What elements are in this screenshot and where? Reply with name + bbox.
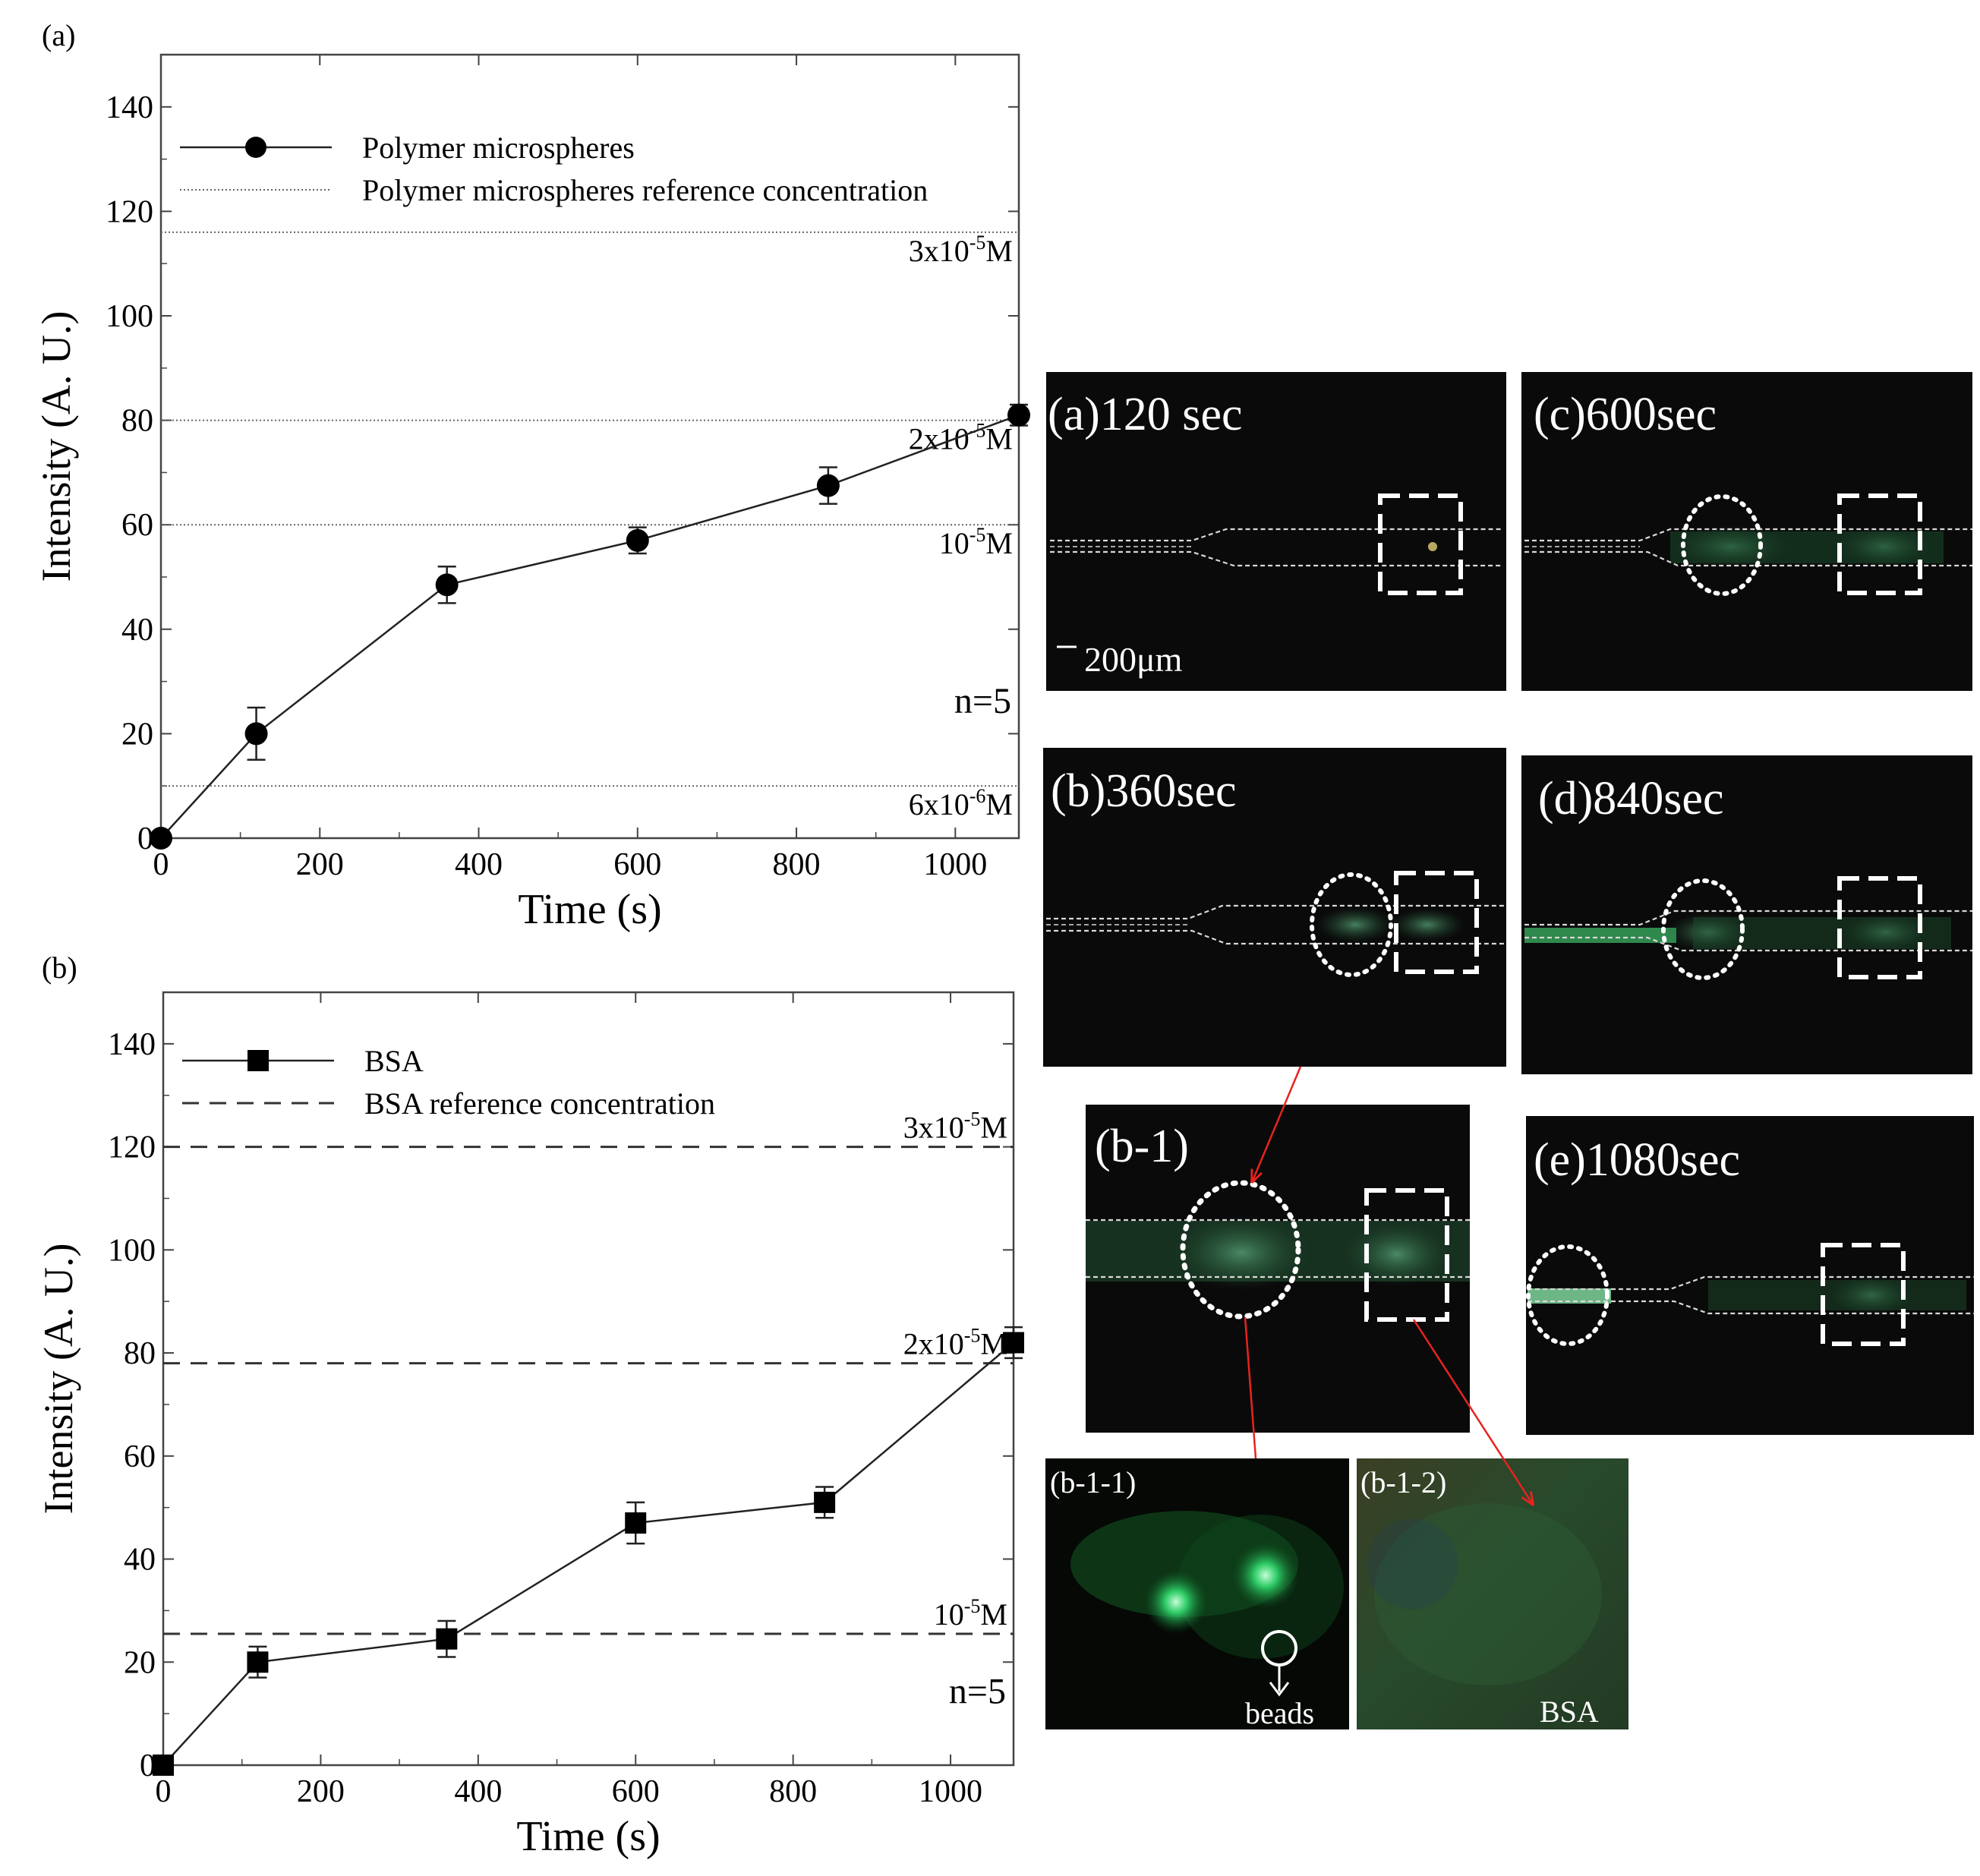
y-tick-label: 80	[124, 1336, 156, 1371]
data-point	[816, 474, 840, 497]
data-point	[247, 1651, 269, 1673]
connector-arrows	[1244, 1066, 1532, 1503]
micrograph-b1-label: (b-1)	[1095, 1121, 1189, 1172]
y-tick-label: 100	[106, 299, 153, 334]
series-line	[160, 414, 1020, 839]
x-tick-label: 0	[153, 847, 169, 882]
x-tick-label: 1000	[919, 1774, 982, 1809]
data-point	[626, 528, 649, 552]
y-tick-label: 140	[106, 90, 153, 125]
x-tick-label: 1000	[923, 847, 987, 882]
y-tick-label: 0	[137, 821, 153, 856]
micrograph-b12-label: (b-1-2)	[1360, 1465, 1446, 1499]
x-tick-label: 400	[455, 847, 503, 882]
sample-size-annotation: n=5	[949, 1672, 1006, 1712]
micrograph-b11: (b-1-1) beads	[1045, 1458, 1349, 1730]
reference-line-label: 3x10-5M	[903, 1108, 1007, 1145]
plot-area	[162, 991, 1015, 1767]
x-tick-label: 800	[769, 1774, 817, 1809]
y-tick-label: 60	[121, 508, 153, 543]
reference-line-label: 2x10-5M	[903, 1325, 1007, 1361]
reference-line-label: 6x10-6M	[909, 785, 1013, 821]
legend-reference-label: BSA reference concentration	[364, 1086, 715, 1121]
series-line	[162, 1342, 1014, 1766]
data-point	[153, 1755, 174, 1776]
x-axis-label: Time (s)	[518, 886, 661, 933]
y-tick-label: 140	[108, 1027, 156, 1062]
data-point	[814, 1491, 836, 1513]
x-axis-label: Time (s)	[516, 1813, 660, 1860]
y-tick-label: 40	[124, 1543, 156, 1578]
reference-line-label: 3x10-5M	[909, 232, 1013, 268]
micrograph-e-label: (e)1080sec	[1534, 1134, 1740, 1186]
data-point	[1007, 403, 1030, 427]
reference-line-label: 10-5M	[939, 524, 1013, 560]
y-tick-label: 20	[124, 1645, 156, 1680]
legend-series-marker	[245, 137, 266, 158]
x-tick-label: 400	[454, 1774, 502, 1809]
data-point	[244, 722, 268, 746]
micrograph-e: (e)1080sec	[1526, 1116, 1974, 1435]
chart-a-panel-label: (a)	[42, 18, 75, 52]
micrograph-a: (a)120 sec 200μm	[1046, 372, 1506, 691]
y-tick-label: 60	[124, 1439, 156, 1474]
y-tick-label: 100	[108, 1233, 156, 1268]
sample-size-annotation: n=5	[954, 681, 1011, 721]
reference-line-label: 2x10-5M	[909, 420, 1013, 456]
arrow-b1-to-b11	[1244, 1316, 1257, 1459]
micrograph-b11-label: (b-1-1)	[1050, 1465, 1136, 1499]
arrow-b-to-b1	[1253, 1066, 1302, 1181]
data-point	[1003, 1332, 1024, 1354]
micrograph-b12: (b-1-2) BSA	[1357, 1458, 1628, 1729]
legend-reference-label: Polymer microspheres reference concentra…	[362, 173, 928, 207]
arrow-b1-to-b12	[1412, 1319, 1532, 1503]
bsa-label: BSA	[1540, 1695, 1599, 1729]
y-tick-label: 40	[121, 613, 153, 648]
chart-b-panel-label: (b)	[42, 951, 77, 985]
y-tick-label: 80	[121, 404, 153, 439]
x-tick-label: 200	[297, 1774, 345, 1809]
y-tick-label: 120	[106, 194, 153, 229]
x-tick-label: 200	[296, 847, 344, 882]
x-tick-label: 600	[613, 847, 661, 882]
x-tick-label: 800	[773, 847, 821, 882]
y-tick-label: 0	[140, 1748, 156, 1783]
y-axis-label: Intensity (A. U.)	[33, 311, 79, 582]
legend-series-label: BSA	[364, 1044, 424, 1078]
scale-bar-label: 200μm	[1084, 640, 1183, 679]
micrograph-c: (c)600sec	[1521, 372, 1972, 691]
y-axis-label: Intensity (A. U.)	[36, 1244, 81, 1515]
micrograph-b1: (b-1)	[1086, 1105, 1470, 1433]
micrograph-b-label: (b)360sec	[1051, 765, 1236, 817]
data-point	[436, 1628, 458, 1650]
micrograph-d-label: (d)840sec	[1538, 773, 1723, 824]
y-tick-label: 120	[108, 1130, 156, 1165]
x-tick-label: 0	[156, 1774, 172, 1809]
micrograph-d: (d)840sec	[1521, 755, 1972, 1074]
chart-b: 0 200 400 600 800 1000 0 20 40 60 80 100 120 140 Time …	[36, 991, 1024, 1860]
legend-series-label: Polymer microspheres	[362, 131, 635, 165]
micrograph-c-label: (c)600sec	[1534, 389, 1717, 440]
chart-a: 0 200 400 600 800 1000 0 20 40 60 80 100 120 140 Time …	[33, 53, 1030, 933]
x-tick-label: 600	[612, 1774, 660, 1809]
data-point	[435, 573, 459, 597]
data-point	[625, 1512, 647, 1534]
y-tick-label: 20	[121, 717, 153, 752]
reference-line-label: 10-5M	[934, 1595, 1007, 1632]
micrograph-b: (b)360sec	[1043, 748, 1506, 1067]
plot-area	[159, 53, 1020, 840]
micrograph-a-label: (a)120 sec	[1048, 389, 1242, 440]
legend-series-marker	[247, 1050, 269, 1071]
data-point	[150, 827, 172, 850]
beads-label: beads	[1245, 1696, 1314, 1730]
